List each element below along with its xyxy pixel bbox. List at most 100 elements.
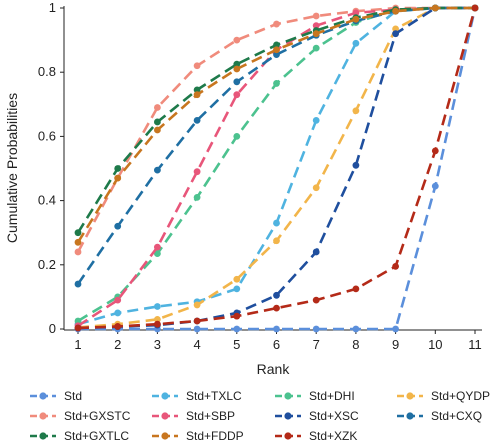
- legend-item-std-xzk: Std+XZK: [275, 429, 357, 442]
- x-tick-label: 1: [74, 337, 81, 352]
- legend: Std Std+TXLC Std+DHI Std+QYDP Std+GXSTC Std+S…: [30, 389, 490, 442]
- y-ticks: 0 0.2 0.4 0.6 0.8 1: [38, 0, 64, 336]
- legend-item-std: Std: [30, 389, 82, 403]
- legend-label: Std+XSC: [309, 409, 359, 423]
- data-point: [233, 133, 241, 140]
- data-point: [154, 126, 161, 134]
- legend-item-std-gxstc: Std+GXSTC: [30, 409, 131, 423]
- x-tick-label: 11: [468, 337, 482, 352]
- y-tick-label: 0.6: [38, 128, 56, 143]
- y-tick-label: 0.2: [38, 257, 56, 272]
- data-point: [154, 166, 161, 174]
- x-tick-label: 8: [352, 337, 359, 352]
- y-axis-title: Cumulative Probabilities: [4, 93, 20, 243]
- data-point: [193, 86, 201, 94]
- legend-swatch-marker: [39, 412, 47, 420]
- data-point: [193, 301, 201, 309]
- legend-item-std-qydp: Std+QYDP: [397, 389, 490, 403]
- data-point: [154, 315, 161, 323]
- y-tick-label: 0: [49, 321, 56, 336]
- data-point: [352, 285, 360, 293]
- data-point: [154, 104, 161, 111]
- data-point: [114, 165, 122, 172]
- legend-label: Std+QYDP: [431, 389, 490, 403]
- series-std-fddp: [74, 4, 479, 246]
- data-point: [233, 312, 241, 320]
- data-point: [431, 147, 439, 155]
- data-point: [273, 46, 280, 54]
- data-point: [193, 116, 201, 124]
- data-point: [154, 118, 161, 126]
- data-point: [193, 62, 201, 70]
- legend-label: Std+GXSTC: [64, 409, 131, 423]
- series-line-std: [78, 7, 477, 331]
- legend-swatch-marker: [161, 392, 169, 400]
- x-tick-label: 5: [233, 337, 240, 352]
- data-point: [273, 80, 280, 87]
- legend-item-std-sbp: Std+SBP: [152, 409, 235, 423]
- data-point: [431, 182, 439, 190]
- data-point: [273, 20, 280, 28]
- data-point: [74, 229, 82, 237]
- data-point: [312, 22, 320, 30]
- data-point: [312, 296, 320, 304]
- data-point: [154, 250, 161, 257]
- data-point: [114, 323, 122, 330]
- legend-swatch-marker: [39, 432, 47, 440]
- data-point: [193, 317, 201, 325]
- legend-swatch-marker: [406, 412, 414, 420]
- data-point: [312, 184, 320, 192]
- data-point: [312, 325, 320, 333]
- x-tick-label: 4: [193, 337, 200, 352]
- data-point: [233, 91, 241, 99]
- legend-item-std-dhi: Std+DHI: [275, 389, 355, 403]
- data-point: [114, 222, 122, 230]
- x-tick-label: 6: [273, 337, 280, 352]
- data-point: [233, 325, 241, 333]
- legend-label: Std+CXQ: [431, 409, 482, 423]
- x-tick-label: 3: [154, 337, 161, 352]
- series-lines: [74, 4, 479, 333]
- data-point: [352, 161, 360, 169]
- data-point: [273, 41, 280, 49]
- data-point: [74, 238, 82, 246]
- data-point: [193, 193, 201, 201]
- data-point: [392, 325, 399, 333]
- legend-item-std-txlc: Std+TXLC: [152, 389, 242, 403]
- x-axis-title: Rank: [257, 361, 291, 377]
- data-point: [74, 324, 82, 332]
- data-point: [154, 243, 161, 251]
- data-point: [273, 291, 280, 299]
- data-point: [74, 317, 82, 325]
- data-point: [193, 325, 201, 333]
- data-point: [312, 248, 320, 256]
- data-point: [273, 304, 280, 312]
- data-point: [392, 25, 399, 33]
- y-tick-label: 0.8: [38, 64, 56, 79]
- x-ticks: 1 2 3 4 5 6 7 8 9 10 11: [74, 330, 482, 352]
- legend-swatch-marker: [284, 432, 292, 440]
- legend-item-std-cxq: Std+CXQ: [397, 409, 482, 423]
- data-point: [233, 60, 241, 68]
- legend-swatch-marker: [39, 392, 47, 400]
- data-point: [233, 78, 241, 86]
- data-point: [273, 237, 280, 245]
- legend-swatch-marker: [284, 412, 292, 420]
- x-tick-label: 7: [313, 337, 320, 352]
- data-point: [233, 285, 241, 293]
- data-point: [233, 275, 241, 283]
- data-point: [154, 303, 161, 310]
- legend-swatch-marker: [161, 432, 169, 440]
- data-point: [431, 4, 439, 12]
- data-point: [74, 248, 82, 256]
- data-point: [392, 7, 399, 15]
- data-point: [193, 91, 201, 99]
- data-point: [233, 65, 241, 73]
- data-point: [273, 51, 280, 58]
- data-point: [114, 174, 122, 182]
- x-tick-label: 9: [392, 337, 399, 352]
- data-point: [154, 320, 161, 328]
- legend-label: Std: [64, 389, 82, 403]
- legend-item-std-fddp: Std+FDDP: [152, 429, 244, 442]
